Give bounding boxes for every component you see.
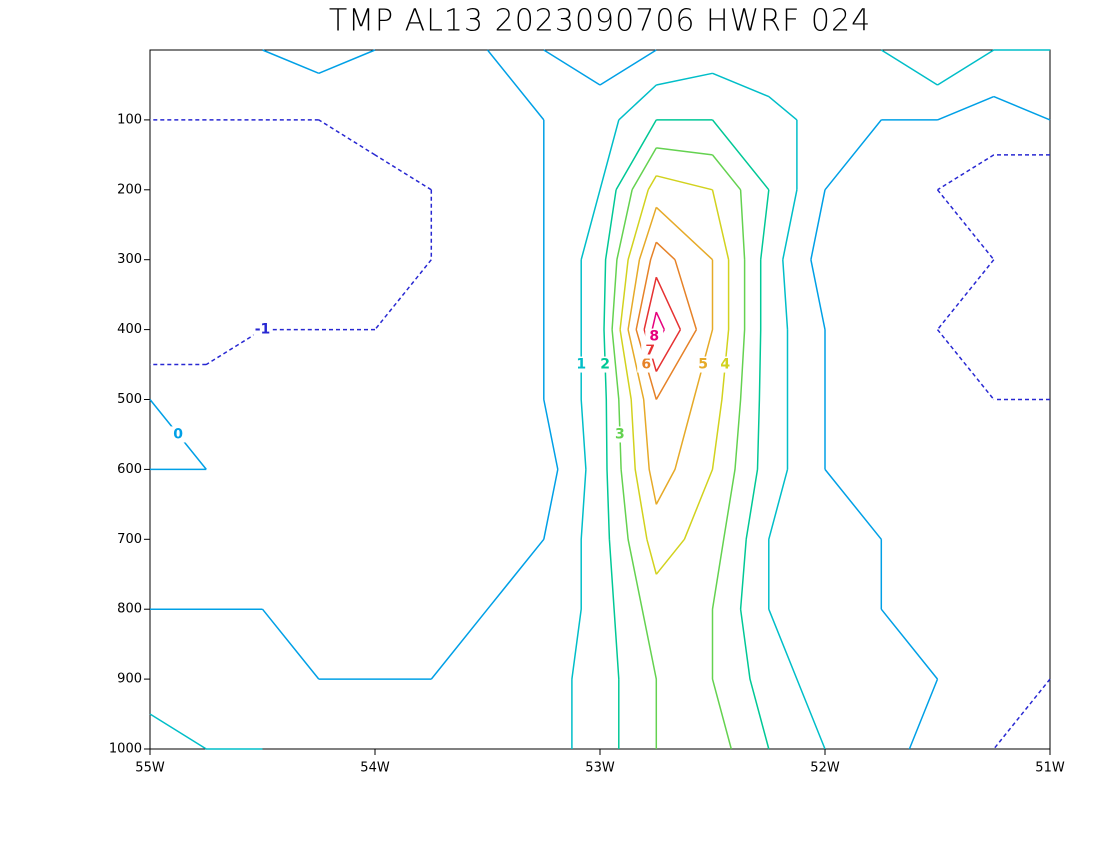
contour-line xyxy=(603,119,770,750)
contour-line xyxy=(149,49,1051,750)
contour-line xyxy=(619,175,730,575)
y-tick-label: 300 xyxy=(117,252,142,267)
contour-label-bg xyxy=(610,426,629,443)
contour-label: 8 xyxy=(649,329,659,345)
contour-label-bg xyxy=(645,328,664,345)
x-tick-label: 51W xyxy=(1035,761,1065,776)
y-tick-label: 500 xyxy=(117,392,142,407)
contour-label-bg xyxy=(641,342,660,359)
y-tick-label: 200 xyxy=(117,182,142,197)
contour-line xyxy=(643,276,682,372)
contour-label: 6 xyxy=(641,357,651,373)
contour-label: 2 xyxy=(600,357,610,373)
contour-line xyxy=(150,119,1051,750)
contour-label: 0 xyxy=(173,426,183,442)
contour-label-bg xyxy=(716,356,735,373)
contour-label-bg xyxy=(694,356,713,373)
chart-title: TMP AL13 2023090706 HWRF 024 xyxy=(329,4,871,39)
contour-label: 7 xyxy=(645,343,655,359)
y-tick-label: 700 xyxy=(117,532,142,547)
contour-label: 4 xyxy=(720,357,730,373)
contour-label-bg xyxy=(637,356,656,373)
contour-label: -1 xyxy=(255,322,271,338)
y-tick-label: 600 xyxy=(117,462,142,477)
y-tick-label: 400 xyxy=(117,322,142,337)
contour-label-bg xyxy=(596,356,615,373)
contour-label-bg xyxy=(253,321,272,338)
y-tick-label: 1000 xyxy=(109,742,142,757)
y-tick-label: 100 xyxy=(117,112,142,127)
x-tick-label: 52W xyxy=(810,761,840,776)
contour-label: 1 xyxy=(576,357,586,373)
plot-frame xyxy=(149,49,1051,750)
x-tick-label: 55W xyxy=(135,761,165,776)
contour-line xyxy=(651,311,665,344)
contour-label-bg xyxy=(572,356,591,373)
contour-line xyxy=(635,241,698,400)
contour-line xyxy=(149,49,1050,750)
x-tick-label: 53W xyxy=(585,761,615,776)
y-tick-label: 800 xyxy=(117,602,142,617)
x-tick-label: 54W xyxy=(360,761,390,776)
contour-label-bg xyxy=(169,426,188,443)
y-tick-label: 900 xyxy=(117,672,142,687)
contour-line xyxy=(611,147,746,750)
contour-label: 3 xyxy=(615,426,625,442)
contour-label: 5 xyxy=(698,357,708,373)
